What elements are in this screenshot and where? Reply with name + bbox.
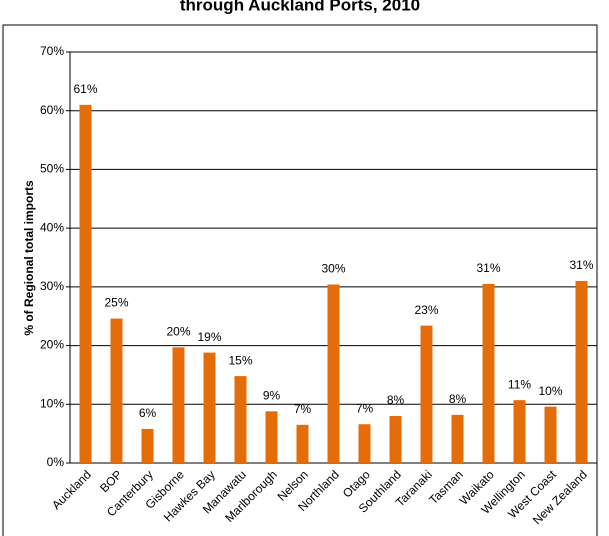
- data-label: 61%: [73, 82, 97, 96]
- data-label: 10%: [538, 384, 562, 398]
- bar: [110, 318, 123, 463]
- bar: [79, 104, 92, 463]
- y-tick-label: 40%: [40, 220, 64, 234]
- bar: [389, 416, 402, 463]
- data-label: 9%: [263, 389, 281, 403]
- y-tick-label: 0%: [47, 455, 65, 469]
- bar: [296, 424, 309, 463]
- bar: [203, 352, 216, 463]
- bar: [544, 406, 557, 463]
- y-tick-label: 60%: [40, 103, 64, 117]
- bar: [575, 280, 588, 463]
- bar: [327, 284, 340, 463]
- bar: [141, 428, 154, 463]
- data-label: 20%: [166, 325, 190, 339]
- data-label: 11%: [508, 377, 531, 391]
- y-tick-label: 30%: [40, 279, 64, 293]
- data-label: 30%: [321, 262, 345, 276]
- bar: [513, 400, 526, 463]
- bar: [420, 325, 433, 463]
- chart-frame: [2, 24, 598, 536]
- chart-title: through Auckland Ports, 2010: [180, 0, 420, 14]
- bar: [358, 424, 371, 463]
- data-label: 8%: [387, 393, 405, 407]
- data-label: 7%: [294, 402, 312, 416]
- bar: [482, 283, 495, 463]
- y-tick-label: 50%: [40, 162, 64, 176]
- data-label: 15%: [228, 353, 252, 367]
- y-tick-label: 70%: [40, 44, 64, 58]
- y-tick-label: 10%: [40, 396, 64, 410]
- data-label: 19%: [197, 330, 221, 344]
- y-axis-title: % of Regional total imports: [22, 180, 36, 336]
- x-tick-label: BOP: [97, 467, 125, 495]
- data-label: 7%: [356, 401, 374, 415]
- data-label: 8%: [449, 392, 467, 406]
- data-label: 6%: [139, 406, 157, 420]
- bar: [172, 347, 185, 463]
- x-tick-label: Auckland: [49, 467, 94, 512]
- bar: [234, 376, 247, 463]
- bar: [451, 414, 464, 463]
- data-label: 23%: [414, 303, 438, 317]
- bar: [265, 411, 278, 463]
- data-label: 25%: [104, 296, 128, 310]
- data-label: 31%: [476, 261, 500, 275]
- y-tick-label: 20%: [40, 338, 64, 352]
- data-label: 31%: [569, 258, 593, 272]
